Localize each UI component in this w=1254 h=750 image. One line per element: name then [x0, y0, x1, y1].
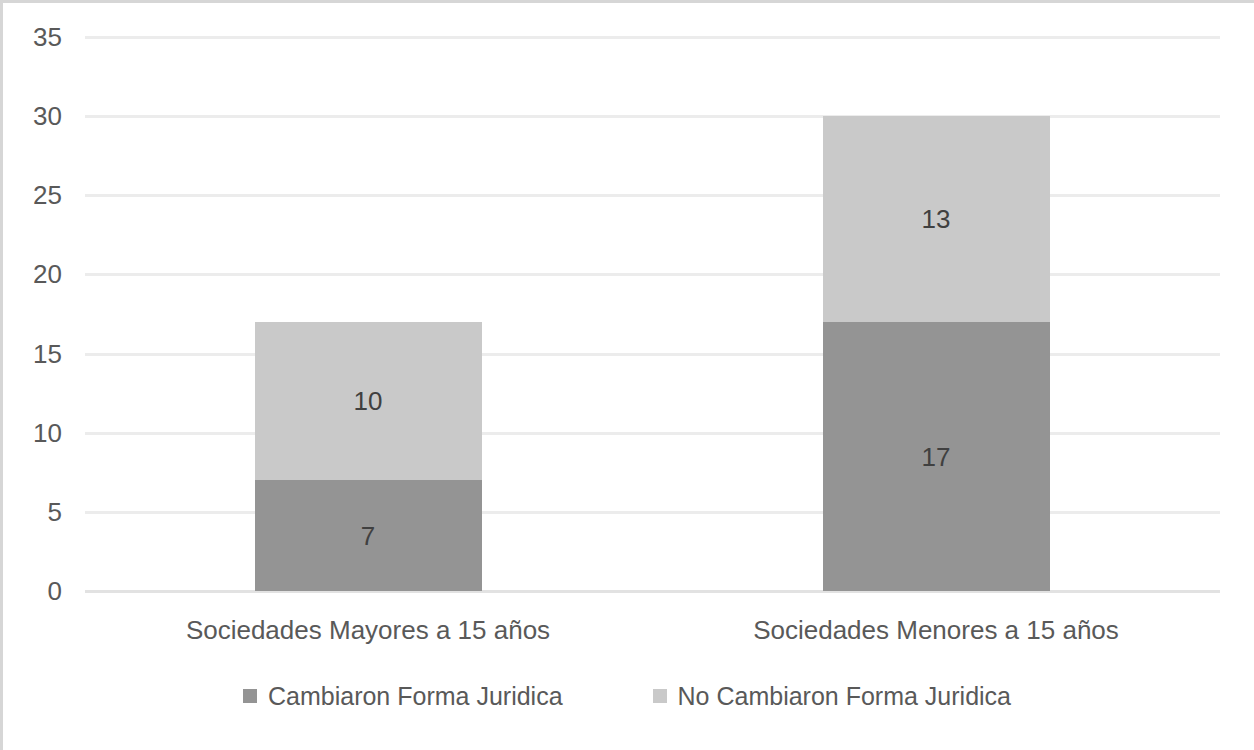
legend-marker-icon — [653, 689, 667, 703]
legend: Cambiaron Forma Juridica No Cambiaron For… — [0, 683, 1254, 709]
legend-label: Cambiaron Forma Juridica — [268, 683, 563, 709]
legend-marker-icon — [243, 689, 257, 703]
stacked-bar-chart: 05101520253035 7101713 Sociedades Mayore… — [0, 0, 1254, 750]
x-axis-category-labels: Sociedades Mayores a 15 años Sociedades M… — [0, 0, 1254, 750]
legend-item: No Cambiaron Forma Juridica — [653, 683, 1011, 709]
legend-item: Cambiaron Forma Juridica — [243, 683, 563, 709]
legend-label: No Cambiaron Forma Juridica — [678, 683, 1011, 709]
category-label: Sociedades Mayores a 15 años — [108, 615, 628, 645]
category-label: Sociedades Menores a 15 años — [676, 615, 1196, 645]
